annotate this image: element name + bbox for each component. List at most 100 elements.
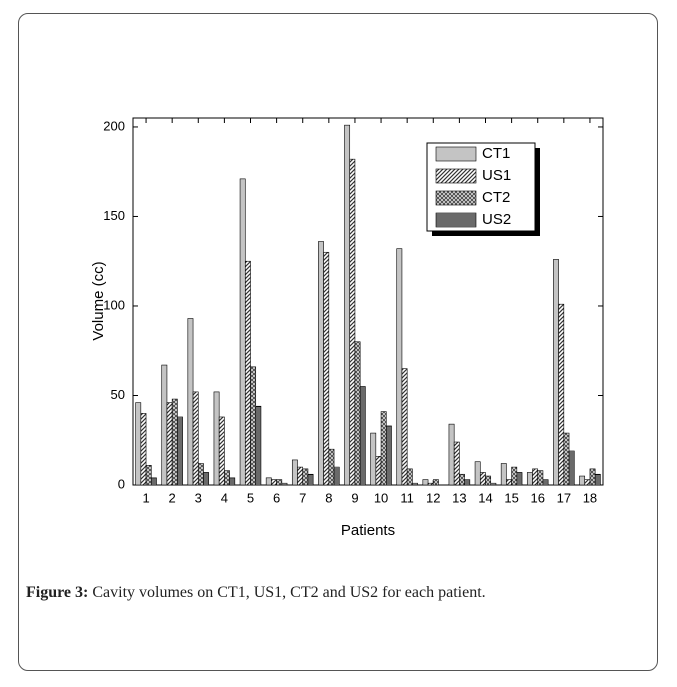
x-tick-label: 5 [247, 490, 254, 505]
bar [135, 402, 142, 486]
bar [537, 470, 544, 486]
caption-text: Cavity volumes on CT1, US1, CT2 and US2 … [92, 584, 486, 601]
bar [271, 479, 277, 486]
y-tick-label: 200 [103, 118, 125, 133]
bar [140, 413, 147, 486]
bar [359, 386, 366, 486]
y-tick-label: 50 [111, 387, 125, 402]
bar [568, 450, 575, 486]
bar [526, 472, 533, 486]
bar [150, 477, 157, 486]
bar [145, 465, 152, 486]
bar [239, 178, 246, 486]
bar [370, 432, 377, 486]
bar [218, 416, 225, 486]
y-tick-label: 100 [103, 297, 125, 312]
bar [177, 416, 183, 486]
x-axis-label: Patients [341, 522, 395, 539]
bar [328, 448, 335, 486]
legend-swatch [435, 212, 477, 228]
bar [250, 366, 257, 486]
legend-label: CT2 [482, 189, 510, 206]
bar [197, 463, 204, 486]
bar [318, 241, 324, 486]
bar [490, 482, 497, 486]
bar [255, 405, 262, 486]
bar [213, 391, 220, 486]
caption: Figure 3: Cavity volumes on CT1, US1, CT… [26, 580, 650, 606]
bar [594, 473, 601, 486]
caption-label: Figure 3: [26, 584, 89, 601]
bar [516, 472, 523, 486]
bar [485, 475, 492, 486]
bar [427, 482, 434, 486]
legend-label: US2 [482, 211, 511, 228]
x-tick-label: 3 [195, 490, 202, 505]
bar [323, 251, 330, 486]
legend-swatch [435, 168, 477, 184]
bar [474, 461, 481, 486]
x-tick-label: 10 [374, 490, 388, 505]
bar [412, 482, 418, 486]
x-tick-label: 2 [169, 490, 176, 505]
x-tick-label: 1 [142, 490, 149, 505]
bar [506, 479, 512, 486]
bar [385, 425, 392, 486]
x-tick-label: 6 [273, 490, 280, 505]
bar [406, 468, 413, 486]
y-axis-label: Volume (cc) [90, 261, 107, 340]
y-tick-label: 150 [103, 208, 125, 223]
x-tick-label: 11 [400, 490, 414, 505]
bar [229, 477, 236, 486]
bar [265, 477, 272, 486]
x-tick-label: 12 [426, 490, 440, 505]
bar [542, 479, 549, 486]
bar [500, 463, 507, 486]
bar [349, 158, 356, 486]
legend-label: CT1 [482, 145, 510, 162]
bar [396, 248, 403, 486]
bar [171, 398, 178, 486]
x-tick-label: 15 [504, 490, 518, 505]
bar [448, 423, 455, 486]
bar [276, 479, 283, 486]
bar [511, 466, 518, 486]
bar [354, 341, 361, 486]
bar [579, 475, 586, 486]
bar [380, 411, 387, 486]
bar [187, 318, 194, 486]
bar [584, 479, 591, 486]
bar [192, 391, 199, 486]
bar [464, 479, 471, 486]
x-tick-label: 13 [452, 490, 466, 505]
x-tick-label: 14 [478, 490, 492, 505]
bar [589, 468, 596, 486]
legend-swatch [435, 146, 477, 162]
bar [297, 466, 304, 486]
legend-swatch [435, 190, 477, 206]
plot-frame [132, 117, 604, 486]
bar [422, 479, 429, 486]
bar [307, 473, 314, 486]
y-tick-label: 0 [118, 476, 125, 491]
bar [161, 364, 168, 486]
x-tick-label: 8 [325, 490, 332, 505]
x-tick-label: 4 [221, 490, 228, 505]
bar [459, 473, 465, 486]
bar [375, 456, 382, 486]
x-tick-label: 18 [583, 490, 597, 505]
bar [333, 466, 340, 486]
x-tick-label: 17 [557, 490, 571, 505]
bar [558, 303, 565, 486]
bar [479, 472, 486, 486]
bar [203, 472, 210, 486]
bar [553, 259, 559, 486]
bar [302, 468, 309, 486]
bar [291, 459, 298, 486]
bar [281, 482, 288, 486]
x-tick-label: 7 [299, 490, 306, 505]
figure-frame [18, 13, 658, 671]
x-tick-label: 16 [530, 490, 544, 505]
